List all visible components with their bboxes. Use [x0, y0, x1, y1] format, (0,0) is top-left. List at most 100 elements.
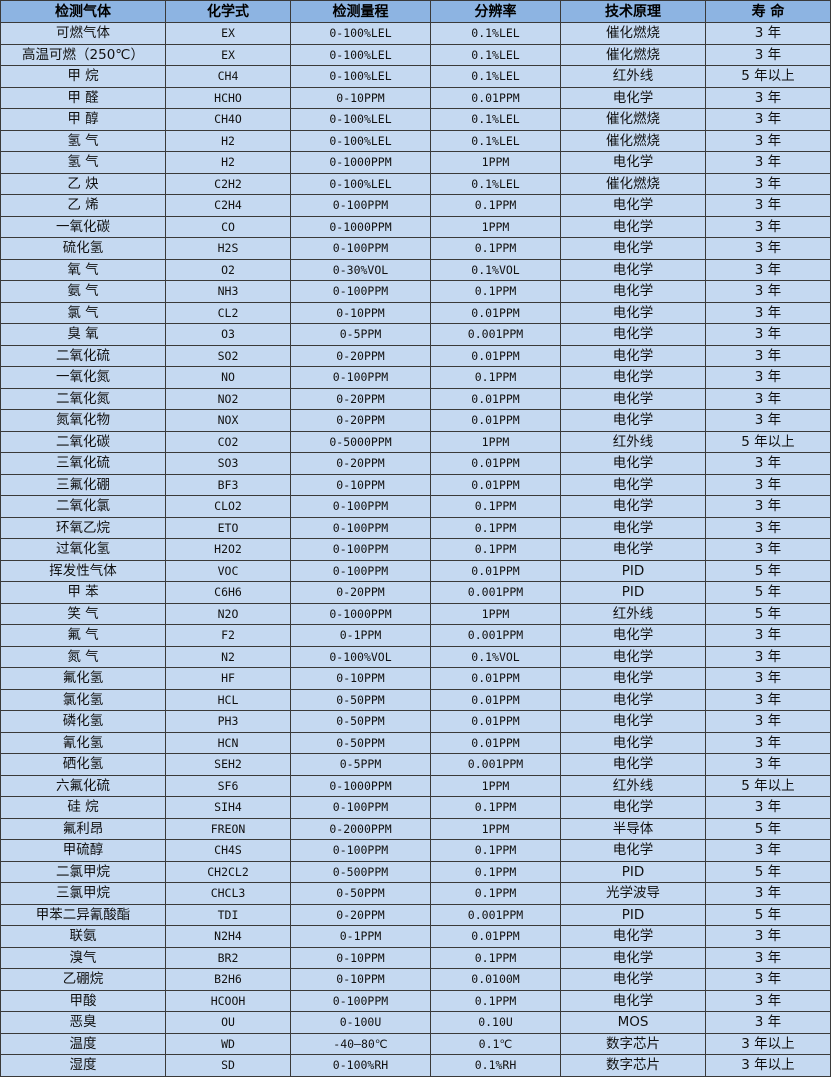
resolution-cell: 1PPM — [430, 215, 561, 238]
principle-cell: 红外线 — [560, 774, 706, 797]
col-header-resolution: 分辨率 — [430, 0, 561, 23]
table-row: 甲 醛 HCHO 0-10PPM 0.01PPM 电化学 3 年 — [0, 86, 831, 109]
principle-cell: 电化学 — [560, 667, 706, 690]
formula-cell: VOC — [165, 559, 291, 582]
lifespan-cell: 3 年 — [705, 108, 831, 131]
table-row: 甲苯二异氰酸酯 TDI 0-20PPM 0.001PPM PID 5 年 — [0, 903, 831, 926]
formula-cell: H2S — [165, 237, 291, 260]
gas-cell: 氯 气 — [0, 301, 166, 324]
resolution-cell: 0.1%LEL — [430, 108, 561, 131]
table-row: 硅 烷 SIH4 0-100PPM 0.1PPM 电化学 3 年 — [0, 796, 831, 819]
resolution-cell: 0.01PPM — [430, 301, 561, 324]
formula-cell: WD — [165, 1032, 291, 1055]
lifespan-cell: 3 年 — [705, 495, 831, 518]
range-cell: 0-100%LEL — [290, 43, 431, 66]
resolution-cell: 0.001PPM — [430, 753, 561, 776]
gas-cell: 乙 炔 — [0, 172, 166, 195]
resolution-cell: 1PPM — [430, 817, 561, 840]
range-cell: 0-20PPM — [290, 409, 431, 432]
principle-cell: 电化学 — [560, 495, 706, 518]
range-cell: 0-1000PPM — [290, 774, 431, 797]
gas-cell: 甲 苯 — [0, 581, 166, 604]
resolution-cell: 0.01PPM — [430, 86, 561, 109]
resolution-cell: 0.1%LEL — [430, 65, 561, 88]
table-row: 三氟化硼 BF3 0-10PPM 0.01PPM 电化学 3 年 — [0, 473, 831, 496]
principle-cell: 催化燃烧 — [560, 172, 706, 195]
range-cell: 0-100%VOL — [290, 645, 431, 668]
formula-cell: BF3 — [165, 473, 291, 496]
table-row: 氮 气 N2 0-100%VOL 0.1%VOL 电化学 3 年 — [0, 645, 831, 668]
formula-cell: HCOOH — [165, 989, 291, 1012]
table-row: 六氟化硫 SF6 0-1000PPM 1PPM 红外线 5 年以上 — [0, 774, 831, 797]
lifespan-cell: 3 年 — [705, 753, 831, 776]
lifespan-cell: 3 年 — [705, 86, 831, 109]
formula-cell: CO — [165, 215, 291, 238]
table-row: 氟化氢 HF 0-10PPM 0.01PPM 电化学 3 年 — [0, 667, 831, 690]
lifespan-cell: 3 年 — [705, 667, 831, 690]
range-cell: 0-100PPM — [290, 194, 431, 217]
table-row: 氟利昂 FREON 0-2000PPM 1PPM 半导体 5 年 — [0, 817, 831, 840]
lifespan-cell: 3 年 — [705, 968, 831, 991]
formula-cell: CHCL3 — [165, 882, 291, 905]
lifespan-cell: 3 年以上 — [705, 1032, 831, 1055]
table-row: 氯 气 CL2 0-10PPM 0.01PPM 电化学 3 年 — [0, 301, 831, 324]
formula-cell: SEH2 — [165, 753, 291, 776]
principle-cell: PID — [560, 559, 706, 582]
formula-cell: CL2 — [165, 301, 291, 324]
range-cell: 0-100%LEL — [290, 108, 431, 131]
formula-cell: H2 — [165, 151, 291, 174]
gas-cell: 溴气 — [0, 946, 166, 969]
gas-cell: 氮 气 — [0, 645, 166, 668]
resolution-cell: 0.01PPM — [430, 710, 561, 733]
lifespan-cell: 3 年 — [705, 366, 831, 389]
principle-cell: 催化燃烧 — [560, 129, 706, 152]
table-row: 二氧化氯 CLO2 0-100PPM 0.1PPM 电化学 3 年 — [0, 495, 831, 518]
resolution-cell: 0.01PPM — [430, 387, 561, 410]
table-row: 温度 WD -40—80℃ 0.1℃ 数字芯片 3 年以上 — [0, 1032, 831, 1055]
principle-cell: 数字芯片 — [560, 1054, 706, 1077]
range-cell: 0-50PPM — [290, 710, 431, 733]
range-cell: 0-100U — [290, 1011, 431, 1034]
gas-cell: 温度 — [0, 1032, 166, 1055]
resolution-cell: 0.1PPM — [430, 538, 561, 561]
formula-cell: EX — [165, 22, 291, 45]
range-cell: 0-10PPM — [290, 946, 431, 969]
principle-cell: 电化学 — [560, 710, 706, 733]
table-row: 二氧化硫 SO2 0-20PPM 0.01PPM 电化学 3 年 — [0, 344, 831, 367]
table-row: 环氧乙烷 ETO 0-100PPM 0.1PPM 电化学 3 年 — [0, 516, 831, 539]
lifespan-cell: 5 年 — [705, 903, 831, 926]
formula-cell: C2H2 — [165, 172, 291, 195]
principle-cell: 电化学 — [560, 946, 706, 969]
lifespan-cell: 3 年 — [705, 215, 831, 238]
range-cell: 0-5PPM — [290, 323, 431, 346]
gas-cell: 磷化氢 — [0, 710, 166, 733]
principle-cell: 电化学 — [560, 839, 706, 862]
resolution-cell: 0.01PPM — [430, 731, 561, 754]
col-header-range: 检测量程 — [290, 0, 431, 23]
formula-cell: CH2CL2 — [165, 860, 291, 883]
col-header-formula: 化学式 — [165, 0, 291, 23]
principle-cell: 电化学 — [560, 215, 706, 238]
range-cell: 0-2000PPM — [290, 817, 431, 840]
lifespan-cell: 3 年 — [705, 194, 831, 217]
formula-cell: HCHO — [165, 86, 291, 109]
header-row: 检测气体 化学式 检测量程 分辨率 技术原理 寿 命 — [0, 0, 831, 23]
principle-cell: 电化学 — [560, 387, 706, 410]
lifespan-cell: 3 年 — [705, 151, 831, 174]
principle-cell: 电化学 — [560, 516, 706, 539]
principle-cell: 电化学 — [560, 366, 706, 389]
resolution-cell: 0.1PPM — [430, 860, 561, 883]
range-cell: 0-10PPM — [290, 301, 431, 324]
formula-cell: O2 — [165, 258, 291, 281]
resolution-cell: 0.1PPM — [430, 796, 561, 819]
lifespan-cell: 3 年 — [705, 452, 831, 475]
table-row: 氮氧化物 NOX 0-20PPM 0.01PPM 电化学 3 年 — [0, 409, 831, 432]
resolution-cell: 0.1PPM — [430, 882, 561, 905]
formula-cell: BR2 — [165, 946, 291, 969]
range-cell: 0-100PPM — [290, 237, 431, 260]
range-cell: 0-1PPM — [290, 925, 431, 948]
resolution-cell: 0.1PPM — [430, 839, 561, 862]
principle-cell: 半导体 — [560, 817, 706, 840]
table-row: 甲 烷 CH4 0-100%LEL 0.1%LEL 红外线 5 年以上 — [0, 65, 831, 88]
gas-cell: 六氟化硫 — [0, 774, 166, 797]
